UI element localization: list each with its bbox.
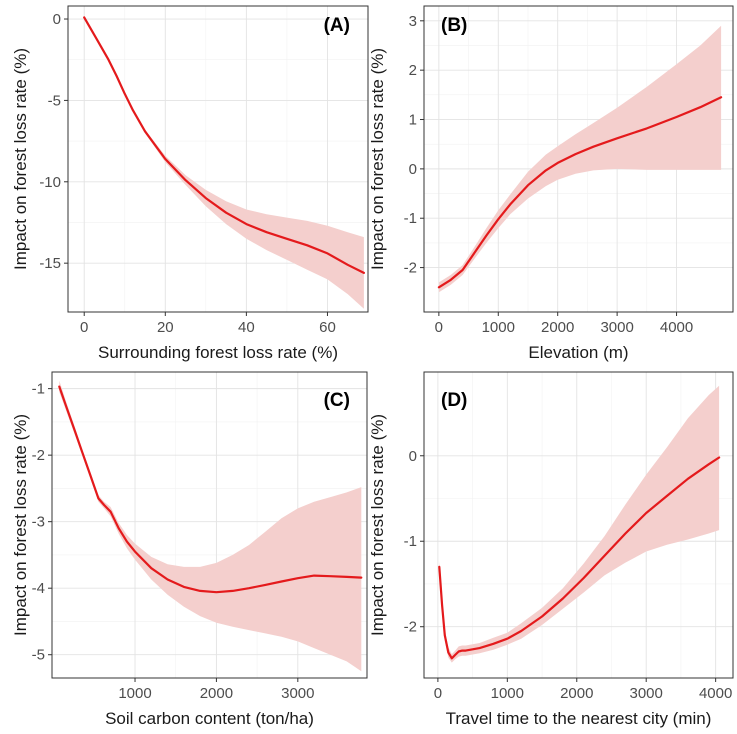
x-tick-label: 3000 xyxy=(600,319,633,336)
y-tick-label: -5 xyxy=(48,92,61,109)
y-tick-label: 1 xyxy=(409,112,417,129)
x-tick-label: 1000 xyxy=(482,319,515,336)
y-axis-label: Impact on forest loss rate (%) xyxy=(11,48,30,270)
y-tick-label: -1 xyxy=(32,381,45,398)
y-axis-label: Impact on forest loss rate (%) xyxy=(11,414,30,636)
plot-frame xyxy=(51,371,368,679)
panel-label: (A) xyxy=(324,15,350,36)
series-line xyxy=(83,16,365,274)
series-line xyxy=(438,456,721,660)
x-tick-label: 4000 xyxy=(660,319,693,336)
x-tick-label: 3000 xyxy=(630,685,663,702)
x-tick-label: 60 xyxy=(319,319,336,336)
y-tick-label: 3 xyxy=(409,13,417,30)
confidence-band xyxy=(438,25,722,293)
panel-label: (D) xyxy=(441,390,467,411)
x-tick-label: 2000 xyxy=(541,319,574,336)
y-tick-label: 0 xyxy=(409,161,417,178)
x-axis-label: Elevation (m) xyxy=(528,343,628,362)
x-tick-label: 20 xyxy=(157,319,174,336)
x-tick-label: 1000 xyxy=(491,685,524,702)
panel-d: 0 1000 2000 3000 4000 0 -1 -2 Travel time to the… xyxy=(368,371,734,728)
y-tick-label: -3 xyxy=(32,514,45,531)
x-tick-label: 0 xyxy=(80,319,88,336)
x-tick-label: 0 xyxy=(435,319,443,336)
y-tick-label: -5 xyxy=(32,647,45,664)
y-tick-label: -2 xyxy=(32,447,45,464)
panel-c: 1000 2000 3000 -1 -2 -3 -4 -5 Soil carbon conten… xyxy=(11,371,368,728)
plot-frame xyxy=(67,5,369,313)
confidence-band xyxy=(84,15,364,309)
y-tick-label: 0 xyxy=(53,11,61,28)
y-tick-label: -1 xyxy=(404,533,417,550)
y-tick-label: 2 xyxy=(409,62,417,79)
y-tick-label: -2 xyxy=(404,619,417,636)
series-line xyxy=(58,385,363,594)
x-tick-label: 2000 xyxy=(200,685,233,702)
x-tick-label: 4000 xyxy=(699,685,732,702)
y-tick-label: 0 xyxy=(409,448,417,465)
x-axis-label: Soil carbon content (ton/ha) xyxy=(105,709,314,728)
plot-frame xyxy=(423,5,734,313)
panel-a: 0 20 40 60 0 -5 -10 -15 Surrounding forest loss … xyxy=(11,5,369,362)
x-tick-label: 1000 xyxy=(118,685,151,702)
y-axis-label: Impact on forest loss rate (%) xyxy=(368,414,387,636)
panel-label: (B) xyxy=(441,15,467,36)
x-axis-label: Surrounding forest loss rate (%) xyxy=(98,343,338,362)
plot-frame xyxy=(423,371,734,679)
x-tick-label: 0 xyxy=(434,685,442,702)
x-tick-label: 3000 xyxy=(281,685,314,702)
series-line xyxy=(437,96,723,289)
x-tick-label: 40 xyxy=(238,319,255,336)
y-axis-label: Impact on forest loss rate (%) xyxy=(368,48,387,270)
panel-label: (C) xyxy=(324,390,350,411)
y-tick-label: -1 xyxy=(404,210,417,227)
x-axis-label: Travel time to the nearest city (min) xyxy=(446,709,712,728)
confidence-band xyxy=(59,380,362,672)
y-tick-label: -10 xyxy=(39,174,61,191)
y-tick-label: -4 xyxy=(32,580,45,597)
confidence-band xyxy=(439,385,720,663)
y-tick-label: -2 xyxy=(404,260,417,277)
x-tick-label: 2000 xyxy=(560,685,593,702)
y-tick-label: -15 xyxy=(39,255,61,272)
panel-b: 0 1000 2000 3000 4000 -2 -1 0 1 2 3 Elevation (m) Im… xyxy=(368,5,734,362)
